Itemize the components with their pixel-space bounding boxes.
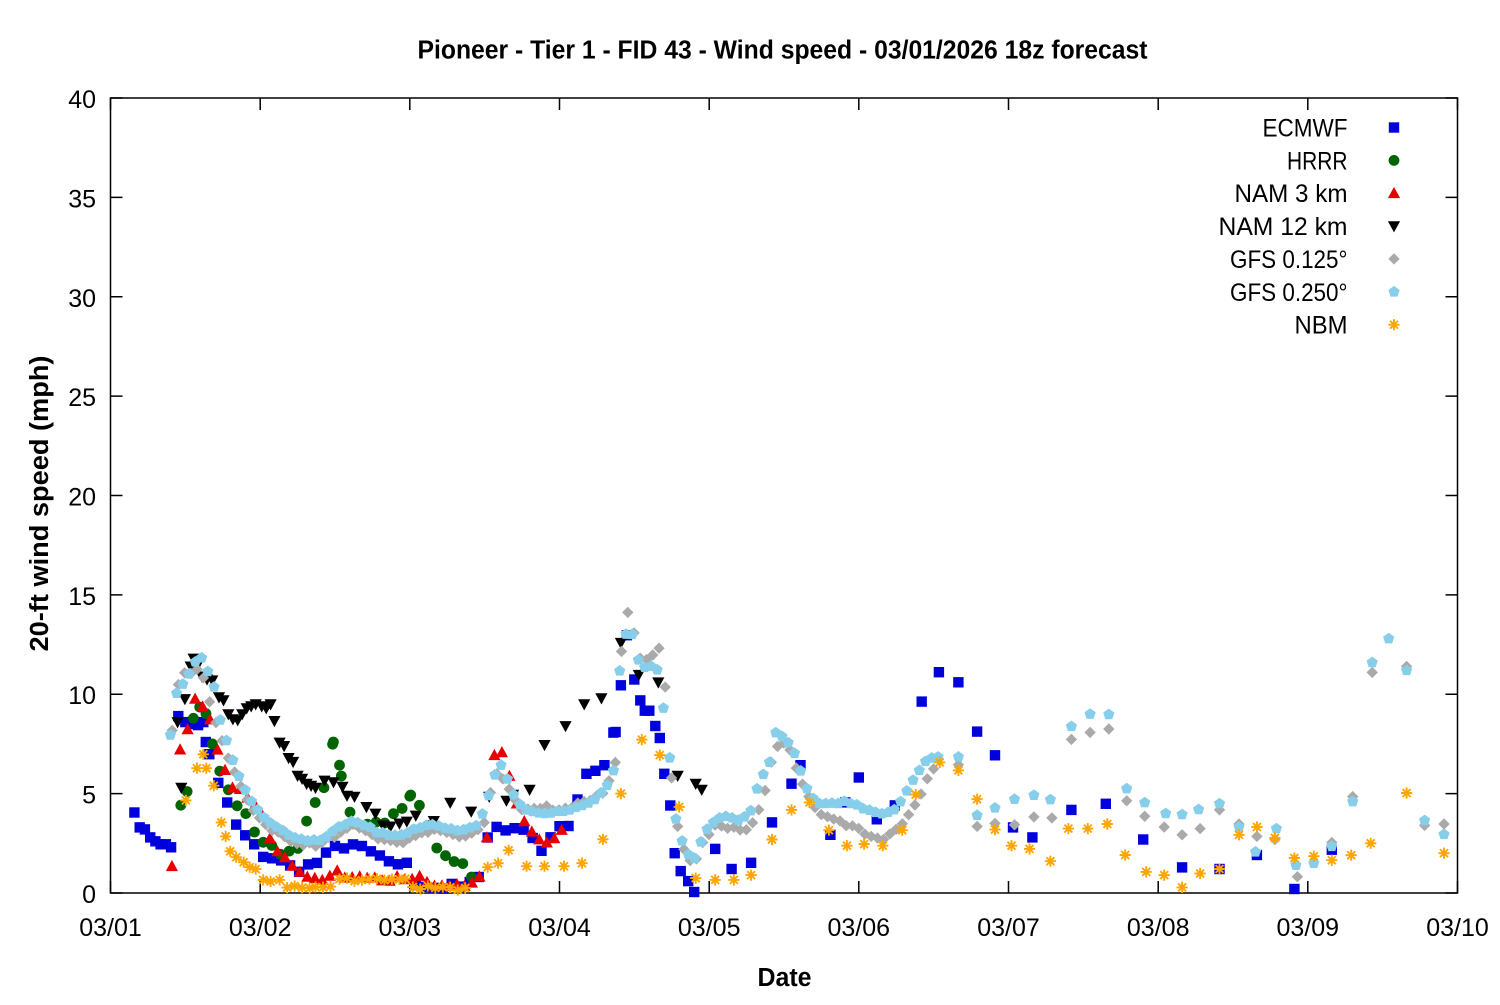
svg-text:ECMWF: ECMWF <box>1263 115 1348 143</box>
svg-text:03/06: 03/06 <box>828 914 891 942</box>
svg-text:03/04: 03/04 <box>528 914 591 942</box>
svg-text:03/09: 03/09 <box>1277 914 1340 942</box>
svg-text:03/03: 03/03 <box>379 914 442 942</box>
svg-text:03/01: 03/01 <box>79 914 142 942</box>
svg-text:NAM 3 km: NAM 3 km <box>1235 180 1348 208</box>
svg-text:30: 30 <box>68 285 96 313</box>
svg-text:25: 25 <box>68 384 96 412</box>
svg-text:35: 35 <box>68 185 96 213</box>
svg-text:03/02: 03/02 <box>229 914 292 942</box>
svg-text:20-ft wind speed (mph): 20-ft wind speed (mph) <box>26 356 54 652</box>
svg-text:GFS 0.125°: GFS 0.125° <box>1230 246 1348 274</box>
svg-text:03/07: 03/07 <box>977 914 1040 942</box>
svg-text:Date: Date <box>758 964 812 992</box>
svg-text:03/10: 03/10 <box>1426 914 1489 942</box>
svg-text:GFS 0.250°: GFS 0.250° <box>1230 279 1348 307</box>
svg-text:5: 5 <box>82 782 96 810</box>
svg-text:40: 40 <box>68 86 96 114</box>
svg-text:10: 10 <box>68 682 96 710</box>
svg-text:03/05: 03/05 <box>678 914 741 942</box>
svg-text:NBM: NBM <box>1295 312 1348 340</box>
svg-text:0: 0 <box>82 881 96 909</box>
svg-text:Pioneer - Tier 1 - FID 43 - Wi: Pioneer - Tier 1 - FID 43 - Wind speed -… <box>418 37 1148 65</box>
svg-text:HRRR: HRRR <box>1287 147 1348 175</box>
svg-text:20: 20 <box>68 484 96 512</box>
svg-text:03/08: 03/08 <box>1127 914 1190 942</box>
svg-text:NAM 12 km: NAM 12 km <box>1219 213 1348 241</box>
svg-text:15: 15 <box>68 583 96 611</box>
